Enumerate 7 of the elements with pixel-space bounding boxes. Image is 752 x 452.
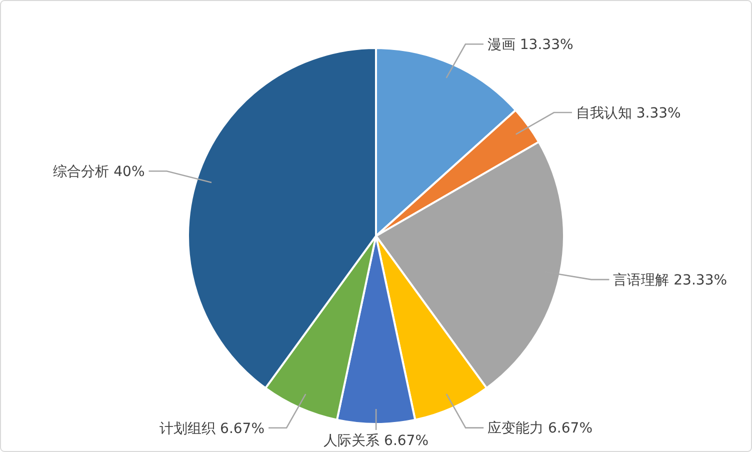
slice-label: 计划组织 6.67% — [160, 420, 265, 437]
slice-label: 应变能力 6.67% — [488, 420, 593, 437]
slice-label: 综合分析 40% — [53, 164, 145, 180]
slice-label: 人际关系 6.67% — [324, 432, 429, 449]
slice-label: 言语理解 23.33% — [613, 272, 728, 288]
slice-label: 自我认知 3.33% — [576, 105, 681, 122]
slice-label: 漫画 13.33% — [487, 37, 574, 54]
